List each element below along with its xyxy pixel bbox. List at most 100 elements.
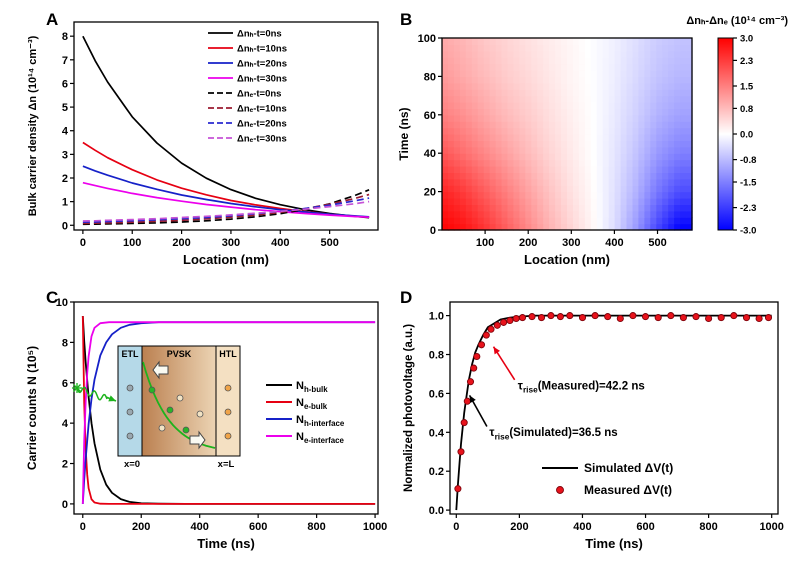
panel-c: C 0 200 400 600 800 1000 0 2 4 6 8 10 Time (ns) Carri… (18, 288, 390, 568)
panel-d-chart: 0 200 400 600 800 1000 0.0 0.2 0.4 0.6 0.8 1.0 Time … (403, 301, 784, 551)
svg-text:600: 600 (249, 521, 267, 533)
svg-text:1000: 1000 (363, 521, 387, 533)
svg-text:Ne-bulk: Ne-bulk (296, 397, 328, 411)
legend-d: Simulated ΔV(t) Measured ΔV(t) (542, 461, 673, 497)
svg-text:0: 0 (80, 521, 86, 533)
svg-text:3: 3 (62, 149, 68, 161)
panel-b: B 100 200 300 400 500 0 20 40 60 80 100 Location (n… (392, 8, 792, 284)
panel-a-chart: 0 100 200 300 400 500 0 1 2 3 4 5 6 7 8 Location (nm) Bu… (27, 21, 379, 267)
svg-text:4: 4 (62, 418, 69, 430)
panel-a-letter: A (46, 10, 59, 29)
svg-text:5: 5 (62, 102, 68, 114)
colorbar: 3.0 2.3 1.5 0.8 0.0 -0.8 -1.5 -2.3 -3.0 (717, 34, 757, 237)
svg-text:2.3: 2.3 (740, 56, 753, 67)
svg-text:Time (ns): Time (ns) (197, 536, 255, 551)
svg-text:Carrier counts N (10⁵): Carrier counts N (10⁵) (25, 346, 39, 470)
svg-text:0.6: 0.6 (429, 388, 444, 400)
panel-a: A 0 100 200 300 400 500 0 1 2 3 4 5 6 7 8 Location (nm)… (18, 8, 390, 284)
svg-text:0.8: 0.8 (740, 104, 753, 115)
svg-text:2: 2 (62, 459, 68, 471)
svg-text:400: 400 (605, 237, 623, 249)
svg-text:τrise(Measured)=42.2 ns: τrise(Measured)=42.2 ns (518, 381, 645, 395)
svg-text:300: 300 (222, 237, 240, 249)
svg-text:0: 0 (430, 225, 436, 237)
svg-text:τrise(Simulated)=36.5 ns: τrise(Simulated)=36.5 ns (489, 427, 617, 441)
svg-text:1.0: 1.0 (429, 311, 444, 323)
svg-text:1000: 1000 (759, 521, 783, 533)
svg-text:Δnₕ-t=30ns: Δnₕ-t=30ns (237, 74, 287, 85)
svg-text:800: 800 (307, 521, 325, 533)
svg-text:Normalized photovoltage (a.u.): Normalized photovoltage (a.u.) (403, 324, 415, 492)
svg-text:800: 800 (699, 521, 717, 533)
svg-text:2: 2 (62, 173, 68, 185)
svg-text:Δnₕ-t=10ns: Δnₕ-t=10ns (237, 44, 287, 55)
svg-text:x=L: x=L (218, 459, 235, 470)
svg-text:Time (ns): Time (ns) (397, 107, 411, 160)
svg-text:Δnₑ-t=30ns: Δnₑ-t=30ns (237, 134, 287, 145)
svg-text:x=0: x=0 (124, 459, 140, 470)
svg-text:300: 300 (562, 237, 580, 249)
svg-text:Simulated ΔV(t): Simulated ΔV(t) (584, 461, 673, 475)
svg-text:100: 100 (123, 237, 141, 249)
svg-text:Measured ΔV(t): Measured ΔV(t) (584, 483, 672, 497)
svg-text:0: 0 (80, 237, 86, 249)
svg-text:Δnₑ-t=20ns: Δnₑ-t=20ns (237, 119, 287, 130)
svg-text:6: 6 (62, 378, 68, 390)
svg-text:-0.8: -0.8 (740, 155, 756, 166)
panel-c-letter: C (46, 288, 59, 307)
legend-c: Nh-bulk Ne-bulk Nh-interface Ne-interface (266, 380, 345, 445)
svg-text:20: 20 (424, 187, 436, 199)
svg-text:-2.3: -2.3 (740, 203, 756, 214)
svg-text:500: 500 (648, 237, 666, 249)
svg-text:7: 7 (62, 55, 68, 67)
svg-text:-3.0: -3.0 (740, 226, 756, 237)
svg-text:-1.5: -1.5 (740, 178, 757, 189)
panel-d: D 0 200 400 600 800 1000 0.0 0.2 0.4 0.6 0.8 1.0 Tim… (392, 288, 792, 568)
heatmap (442, 38, 693, 231)
svg-text:200: 200 (519, 237, 537, 249)
svg-text:4: 4 (62, 126, 69, 138)
svg-text:400: 400 (191, 521, 209, 533)
svg-text:Nh-interface: Nh-interface (296, 414, 345, 428)
svg-text:Δnₑ-t=0ns: Δnₑ-t=0ns (237, 89, 281, 100)
svg-text:200: 200 (510, 521, 528, 533)
svg-text:Δnₑ-t=10ns: Δnₑ-t=10ns (237, 104, 287, 115)
legend-a: Δnₕ-t=0ns Δnₕ-t=10ns Δnₕ-t=20ns Δnₕ-t=30ns Δ… (208, 29, 287, 145)
svg-text:10: 10 (56, 297, 68, 309)
svg-text:1: 1 (62, 197, 68, 209)
svg-text:Δnₕ-t=20ns: Δnₕ-t=20ns (237, 59, 287, 70)
svg-text:200: 200 (132, 521, 150, 533)
svg-text:8: 8 (62, 337, 68, 349)
svg-text:Location (nm): Location (nm) (183, 252, 269, 267)
svg-text:0.0: 0.0 (429, 505, 444, 517)
svg-text:0.8: 0.8 (429, 350, 444, 362)
svg-text:0.0: 0.0 (740, 130, 753, 141)
device-inset: ETL PVSK HTL x=0 x=L (72, 345, 241, 470)
svg-text:40: 40 (424, 148, 436, 160)
svg-text:8: 8 (62, 31, 68, 43)
svg-text:Δnₕ-Δnₑ (10¹⁴ cm⁻³): Δnₕ-Δnₑ (10¹⁴ cm⁻³) (686, 15, 788, 27)
svg-text:Ne-interface: Ne-interface (296, 431, 344, 445)
svg-text:PVSK: PVSK (167, 349, 192, 359)
svg-text:Δnₕ-t=0ns: Δnₕ-t=0ns (237, 29, 282, 40)
svg-text:Nh-bulk: Nh-bulk (296, 380, 328, 394)
panel-b-heatmap-chart: 100 200 300 400 500 0 20 40 60 80 100 Location (nm)… (397, 15, 788, 267)
svg-text:HTL: HTL (219, 349, 237, 359)
svg-text:0: 0 (62, 499, 68, 511)
svg-text:0.2: 0.2 (429, 466, 444, 478)
svg-text:200: 200 (172, 237, 190, 249)
svg-text:Location (nm): Location (nm) (524, 252, 610, 267)
svg-text:Bulk carrier density Δn (10¹⁴: Bulk carrier density Δn (10¹⁴ cm⁻³) (27, 35, 39, 216)
svg-text:100: 100 (476, 237, 494, 249)
svg-text:ETL: ETL (122, 349, 140, 359)
svg-text:100: 100 (418, 33, 436, 45)
svg-text:0: 0 (453, 521, 459, 533)
svg-text:Time (ns): Time (ns) (585, 536, 643, 551)
annotations-d: τrise(Measured)=42.2 ns τrise(Simulated)=… (468, 346, 645, 441)
svg-text:400: 400 (573, 521, 591, 533)
svg-text:600: 600 (636, 521, 654, 533)
panel-b-letter: B (400, 10, 413, 29)
panel-c-chart: 0 200 400 600 800 1000 0 2 4 6 8 10 Time (ns) Carrier… (25, 297, 387, 551)
svg-text:0: 0 (62, 220, 68, 232)
